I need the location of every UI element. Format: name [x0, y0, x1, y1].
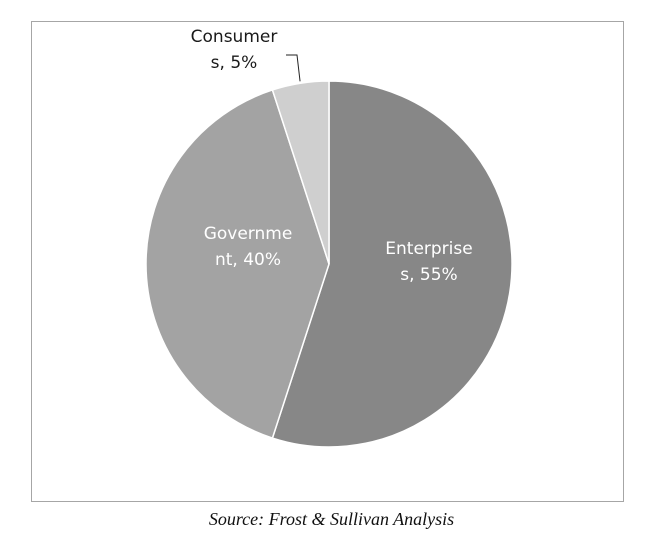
pie-label-consumer: Consumer s, 5% — [191, 27, 278, 73]
source-caption: Source: Frost & Sullivan Analysis — [208, 509, 455, 529]
pie-slice-enterprise — [271, 80, 513, 448]
pie-slice-consumer — [271, 80, 330, 265]
pie-label-governme: Governme nt, 40% — [204, 224, 293, 270]
consumers-leader-line — [286, 54, 301, 82]
pie-chart: Enterprise s, 55% Governme nt, 40% Consumer s… — [145, 27, 513, 448]
pie-label-enterprise: Enterprise s, 55% — [385, 239, 472, 285]
pie-slice-governme — [145, 89, 330, 439]
chart-area: Enterprise s, 55% Governme nt, 40% Consumer s… — [31, 21, 624, 502]
